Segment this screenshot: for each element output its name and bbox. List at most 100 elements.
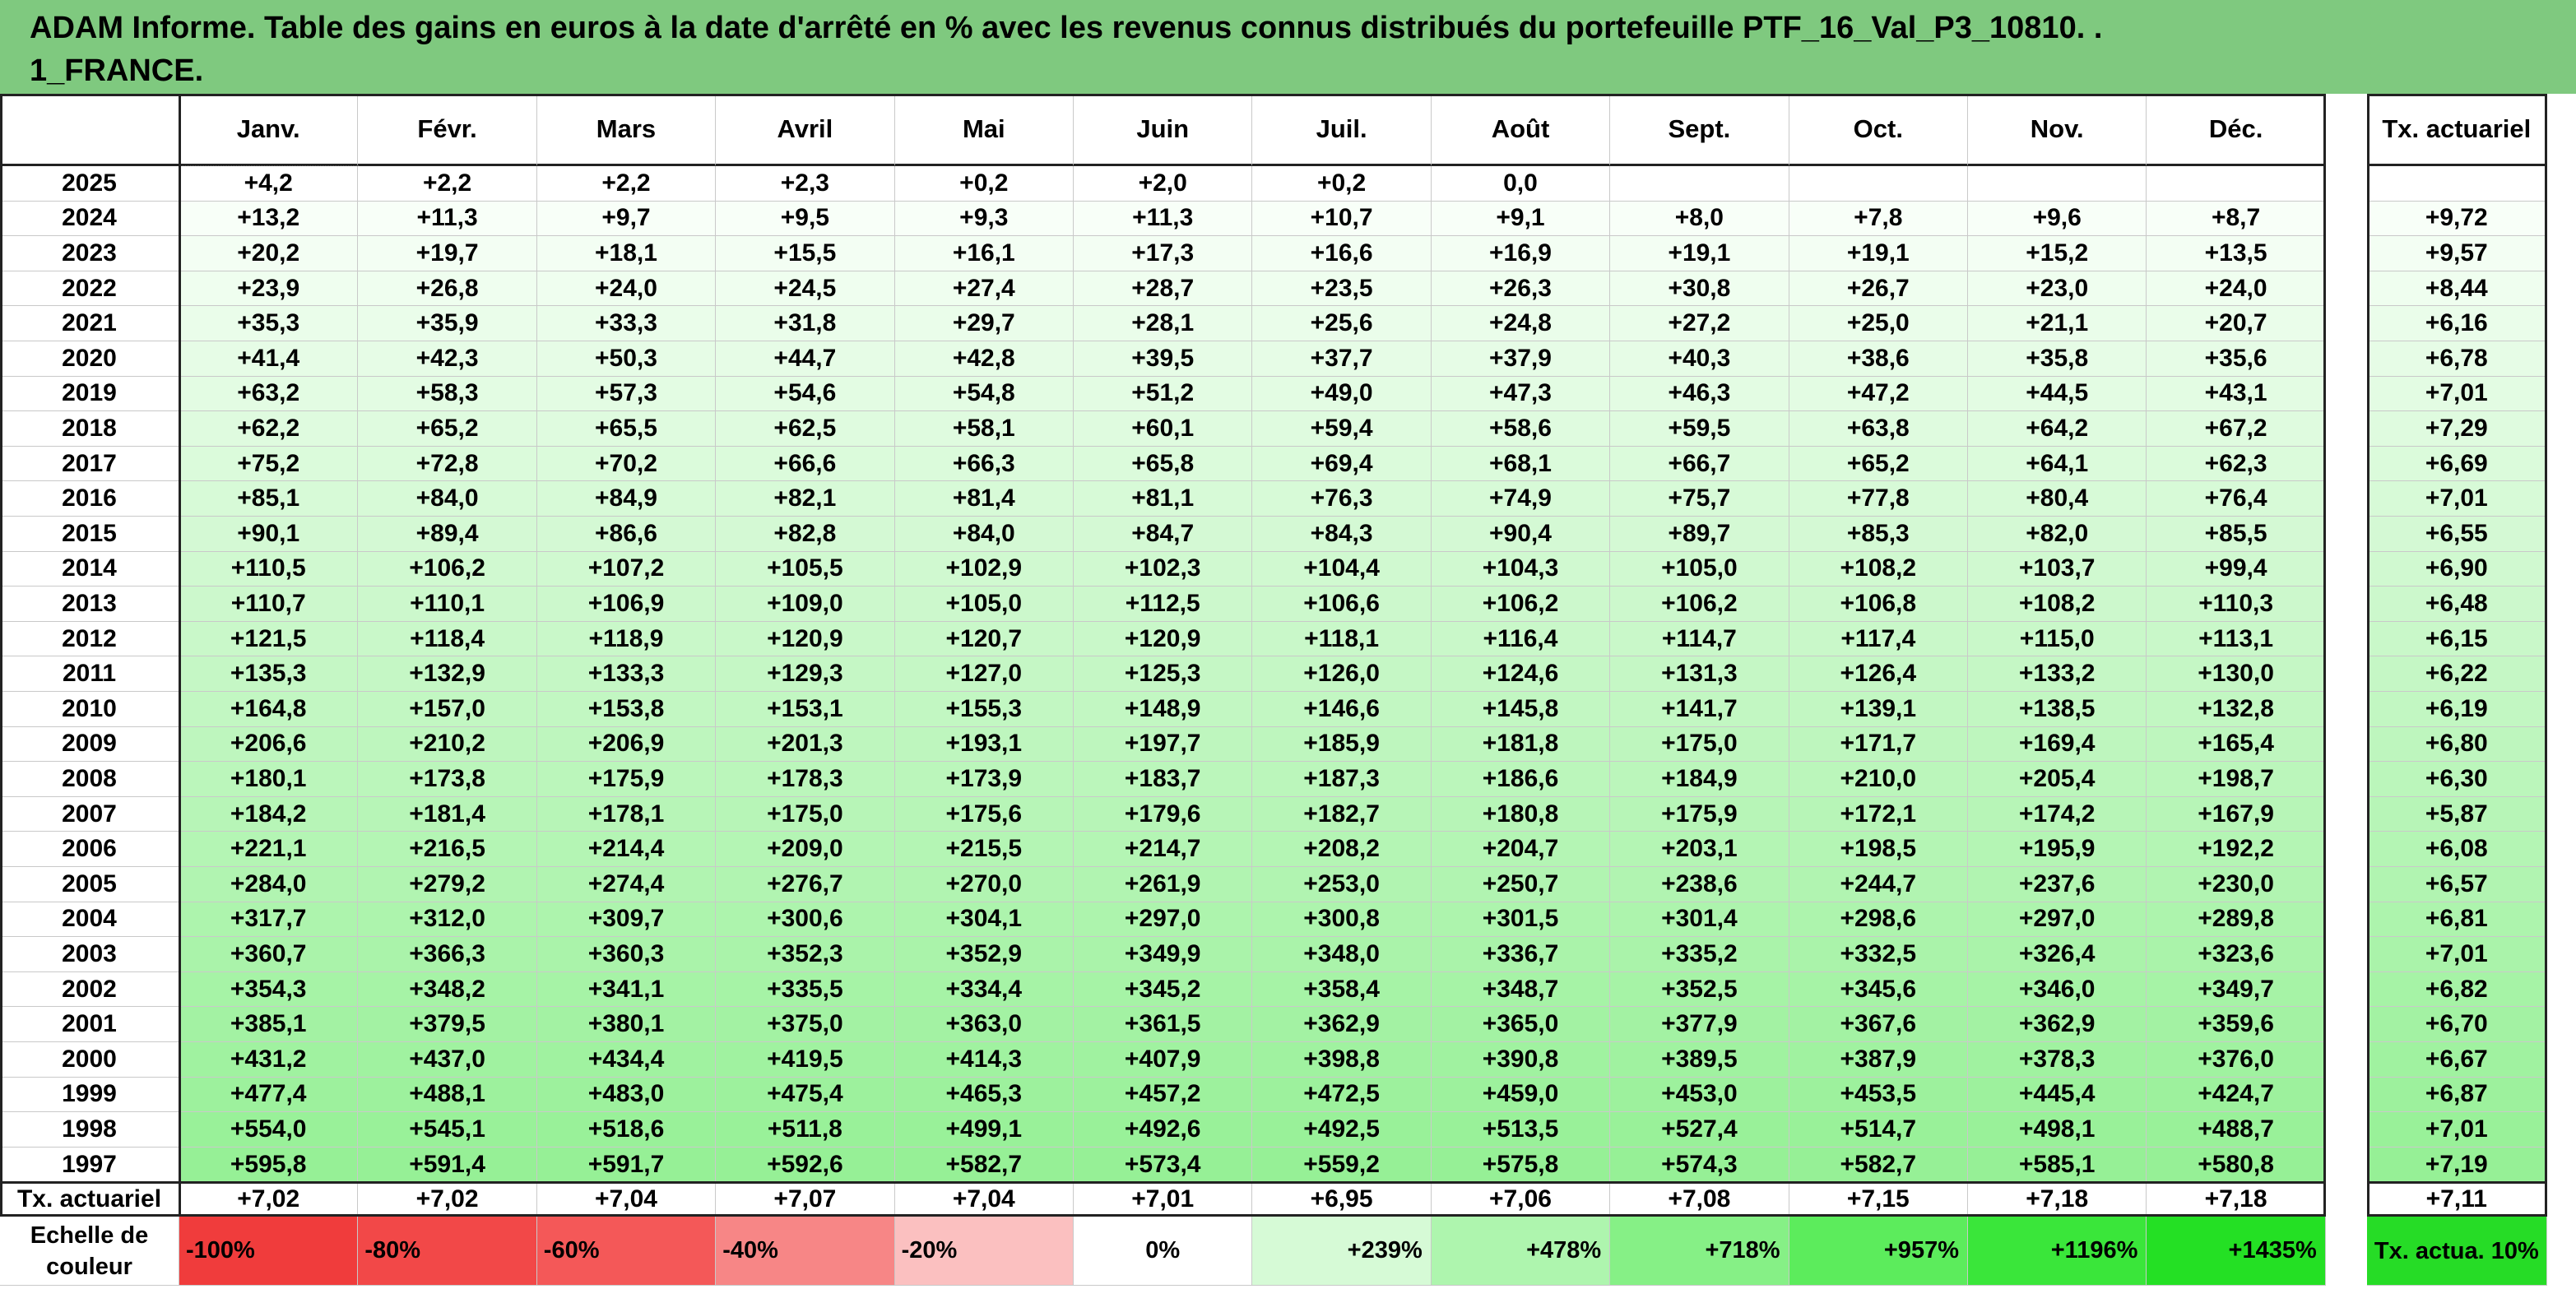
table-cell: +54,8 xyxy=(894,376,1074,412)
table-cell: +114,7 xyxy=(1610,621,1789,657)
table-cell: +385,1 xyxy=(179,1007,359,1042)
table-cell: +365,0 xyxy=(1431,1007,1611,1042)
table-cell: +511,8 xyxy=(716,1112,895,1148)
table-cell: +206,6 xyxy=(179,726,359,763)
row-year: 2025 xyxy=(0,166,179,202)
report-title: ADAM Informe. Table des gains en euros à… xyxy=(0,0,2576,94)
table-cell: +146,6 xyxy=(1252,692,1432,727)
row-actuarial: +6,70 xyxy=(2366,1007,2547,1042)
table-cell: +4,2 xyxy=(178,165,360,202)
table-cell: +131,3 xyxy=(1610,656,1789,692)
table-cell: +580,8 xyxy=(2147,1147,2326,1183)
table-cell: +129,3 xyxy=(716,656,895,692)
table-cell: +85,1 xyxy=(179,481,359,517)
table-cell: +592,6 xyxy=(716,1147,895,1183)
table-cell: +99,4 xyxy=(2147,551,2326,587)
scale-swatch: +239% xyxy=(1252,1217,1432,1287)
table-cell: +33,3 xyxy=(536,306,717,341)
table-cell: +297,0 xyxy=(1968,902,2147,938)
table-cell: +453,5 xyxy=(1789,1077,1968,1113)
table-cell: +23,5 xyxy=(1252,271,1432,307)
footer-cell: +7,06 xyxy=(1431,1182,1611,1217)
table-cell: +113,1 xyxy=(2147,621,2326,657)
scale-label: Echelle de couleur xyxy=(0,1217,179,1287)
table-cell: +132,9 xyxy=(358,656,537,692)
table-cell: +2,0 xyxy=(1074,166,1253,202)
table-cell: +24,5 xyxy=(716,271,895,307)
table-cell: +206,9 xyxy=(536,726,717,763)
table-cell: +7,8 xyxy=(1789,201,1968,237)
table-cell: +419,5 xyxy=(716,1042,895,1078)
table-cell: +112,5 xyxy=(1074,587,1253,622)
table-cell: +193,1 xyxy=(894,726,1074,763)
row-actuarial: +6,81 xyxy=(2366,902,2547,938)
table-cell: +104,3 xyxy=(1431,551,1611,587)
table-cell: +9,1 xyxy=(1431,201,1611,237)
table-cell: +237,6 xyxy=(1968,867,2147,902)
table-cell: +2,2 xyxy=(536,166,717,202)
table-cell: +488,1 xyxy=(358,1077,537,1113)
table-cell: +205,4 xyxy=(1968,762,2147,797)
table-cell: +138,5 xyxy=(1968,692,2147,727)
row-actuarial: +6,82 xyxy=(2366,971,2547,1008)
row-year: 2022 xyxy=(0,271,179,307)
table-cell: +582,7 xyxy=(894,1147,1074,1183)
table-cell: +26,7 xyxy=(1789,271,1968,307)
table-cell: +29,7 xyxy=(894,306,1074,341)
table-cell: +9,3 xyxy=(894,201,1074,237)
row-year: 2021 xyxy=(0,306,179,341)
table-cell: +44,7 xyxy=(716,341,895,377)
footer-cell: +7,04 xyxy=(894,1182,1074,1217)
table-cell: +472,5 xyxy=(1252,1077,1432,1113)
table-cell: +8,7 xyxy=(2147,201,2326,237)
row-actuarial: +7,01 xyxy=(2366,937,2547,972)
table-cell: +44,5 xyxy=(1968,376,2147,412)
table-cell: +20,7 xyxy=(2147,306,2326,341)
table-cell: +13,2 xyxy=(179,201,359,237)
table-cell: +40,3 xyxy=(1610,341,1789,377)
table-cell: +216,5 xyxy=(358,832,537,867)
table-cell: +377,9 xyxy=(1610,1007,1789,1042)
row-actuarial: +6,19 xyxy=(2366,692,2547,727)
table-cell: +214,7 xyxy=(1074,832,1253,867)
row-actuarial: +6,87 xyxy=(2366,1077,2547,1113)
table-cell: +89,7 xyxy=(1610,517,1789,552)
row-year: 2009 xyxy=(0,726,179,763)
table-cell: +108,2 xyxy=(1789,551,1968,587)
table-cell: +35,8 xyxy=(1968,341,2147,377)
table-cell: +352,5 xyxy=(1610,971,1789,1008)
table-cell: +27,4 xyxy=(894,271,1074,307)
table-cell: +65,2 xyxy=(358,411,537,447)
table-cell: +127,0 xyxy=(894,656,1074,692)
table-cell xyxy=(2147,166,2326,202)
table-cell: +360,7 xyxy=(179,937,359,972)
table-cell: +16,6 xyxy=(1252,236,1432,271)
table-cell: +8,0 xyxy=(1610,201,1789,237)
header-month: Janv. xyxy=(179,94,359,166)
table-cell: +59,5 xyxy=(1610,411,1789,447)
row-year: 2019 xyxy=(0,376,179,412)
footer-label: Tx. actuariel xyxy=(0,1182,179,1217)
table-cell: +13,5 xyxy=(2147,236,2326,271)
report-title-line1: ADAM Informe. Table des gains en euros à… xyxy=(30,11,2103,45)
table-cell: +19,1 xyxy=(1789,236,1968,271)
table-cell: +84,7 xyxy=(1074,517,1253,552)
table-cell: +298,6 xyxy=(1789,902,1968,938)
table-cell: +195,9 xyxy=(1968,832,2147,867)
row-actuarial: +6,15 xyxy=(2366,621,2547,657)
table-cell: +300,6 xyxy=(716,902,895,938)
header-month: Juin xyxy=(1074,94,1253,166)
scale-swatch: +957% xyxy=(1789,1217,1968,1287)
table-cell: +453,0 xyxy=(1610,1077,1789,1113)
table-cell: +70,2 xyxy=(536,446,717,482)
table-cell: +110,7 xyxy=(179,587,359,622)
table-cell: +366,3 xyxy=(358,937,537,972)
table-cell: +352,3 xyxy=(716,937,895,972)
table-cell: +375,0 xyxy=(716,1007,895,1042)
row-year: 2015 xyxy=(0,517,179,552)
table-cell: +186,6 xyxy=(1431,762,1611,797)
table-cell: +24,8 xyxy=(1431,306,1611,341)
table-cell: +437,0 xyxy=(358,1042,537,1078)
row-year: 2008 xyxy=(0,762,179,797)
table-cell: +165,4 xyxy=(2147,726,2326,763)
